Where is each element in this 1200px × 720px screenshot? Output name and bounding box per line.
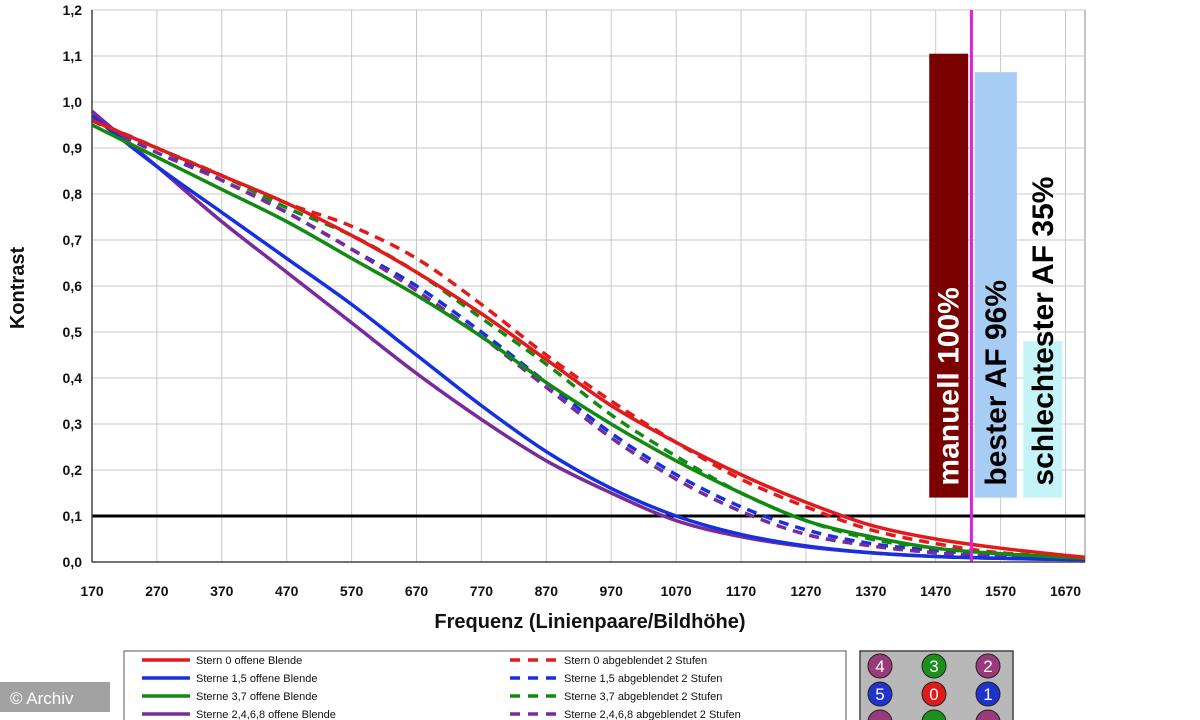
- x-tick-label: 470: [275, 583, 299, 599]
- x-tick-label: 1270: [790, 583, 821, 599]
- star-marker: 0: [921, 681, 947, 707]
- star-marker-number: 3: [929, 657, 938, 676]
- y-tick-label: 0,6: [63, 278, 83, 294]
- star-marker: [867, 709, 893, 720]
- legend-label: Sterne 2,4,6,8 offene Blende: [196, 709, 336, 720]
- grid: [91, 9, 1086, 563]
- x-tick-label: 1370: [855, 583, 886, 599]
- legend-label: Sterne 1,5 abgeblendet 2 Stufen: [564, 673, 722, 685]
- x-tick-label: 1670: [1050, 583, 1081, 599]
- x-tick-label: 870: [535, 583, 559, 599]
- legend-label: Sterne 1,5 offene Blende: [196, 673, 318, 685]
- copyright-text: © Archiv: [10, 689, 74, 708]
- star-marker: 5: [867, 681, 893, 707]
- y-tick-label: 1,0: [63, 94, 83, 110]
- star-marker-number: 4: [875, 657, 884, 676]
- x-tick-label: 970: [600, 583, 624, 599]
- legend-label: Sterne 3,7 offene Blende: [196, 691, 318, 703]
- x-tick-label: 270: [145, 583, 169, 599]
- star-marker-circle: [867, 653, 893, 679]
- y-tick-label: 0,8: [63, 186, 83, 202]
- x-tick-label: 170: [80, 583, 104, 599]
- y-axis-title: Kontrast: [7, 247, 29, 330]
- x-tick-label: 1170: [726, 583, 757, 599]
- x-tick-label: 1470: [920, 583, 951, 599]
- star-marker: 2: [975, 653, 1001, 679]
- star-marker-number: 1: [983, 685, 992, 704]
- series-line-open: [91, 118, 1086, 560]
- star-marker-circle: [975, 709, 1001, 720]
- x-axis-title: Frequenz (Linienpaare/Bildhöhe): [434, 611, 745, 633]
- legend: Stern 0 offene Blende Sterne 1,5 offene B…: [123, 650, 847, 720]
- star-marker-circle: [867, 681, 893, 707]
- star-marker: 3: [921, 653, 947, 679]
- af-result-bars: manuell 100% bester AF 96% schlechtester A…: [929, 53, 1063, 498]
- legend-label: Stern 0 offene Blende: [196, 655, 302, 667]
- series-line-stopped-down: [91, 118, 1086, 561]
- star-marker: [921, 709, 947, 720]
- x-tick-label: 370: [210, 583, 234, 599]
- star-marker-circle: [867, 709, 893, 720]
- series-lines: [90, 10, 1086, 562]
- x-tick-label: 1070: [661, 583, 692, 599]
- y-tick-label: 0,4: [63, 370, 83, 386]
- af-bar: [929, 53, 969, 498]
- star-marker-circle: [921, 681, 947, 707]
- legend-label: Sterne 2,4,6,8 abgeblendet 2 Stufen: [564, 709, 741, 720]
- star-marker: 4: [867, 653, 893, 679]
- axes: 170 270 370 470 570 670 770 870 970 1070 1170 1270 1…: [63, 2, 1085, 599]
- x-tick-label: 570: [340, 583, 364, 599]
- star-marker-number: 0: [929, 685, 938, 704]
- star-marker: [975, 709, 1001, 720]
- af-bar: [974, 72, 1017, 498]
- star-marker-circle: [975, 681, 1001, 707]
- af-bar-label: schlechtester AF 35%: [1027, 177, 1060, 486]
- x-tick-label: 1570: [985, 583, 1016, 599]
- series-line-open: [90, 114, 1086, 562]
- y-tick-label: 0,1: [63, 508, 83, 524]
- y-tick-label: 0,2: [63, 462, 83, 478]
- y-tick-label: 0,9: [63, 140, 83, 156]
- y-tick-label: 0,0: [63, 554, 83, 570]
- series-line-stopped-down: [91, 118, 1086, 561]
- y-tick-label: 0,7: [63, 232, 83, 248]
- copyright-background: [0, 682, 110, 712]
- star-marker-circle: [921, 653, 947, 679]
- star-marker-circle: [921, 709, 947, 720]
- y-tick-label: 0,3: [63, 416, 83, 432]
- series-line-open: [91, 123, 1086, 561]
- af-bar: [1023, 341, 1063, 498]
- af-bar-label: bester AF 96%: [980, 280, 1013, 486]
- legend-label: Sterne 3,7 abgeblendet 2 Stufen: [564, 691, 722, 703]
- star-marker-number: 5: [875, 685, 884, 704]
- af-bar-label: manuell 100%: [933, 287, 966, 485]
- x-tick-label: 670: [405, 583, 429, 599]
- legend-box: [123, 650, 847, 720]
- x-tick-label: 770: [470, 583, 494, 599]
- y-tick-label: 1,2: [63, 2, 83, 18]
- star-marker: 1: [975, 681, 1001, 707]
- star-position-diagram: 4 3 2 5 0 1: [859, 650, 1014, 720]
- star-marker-circle: [975, 653, 1001, 679]
- y-tick-label: 1,1: [63, 48, 83, 64]
- copyright-badge: © Archiv: [0, 682, 110, 712]
- y-tick-label: 0,5: [63, 324, 83, 340]
- legend-label: Stern 0 abgeblendet 2 Stufen: [564, 655, 707, 667]
- star-marker-number: 2: [983, 657, 992, 676]
